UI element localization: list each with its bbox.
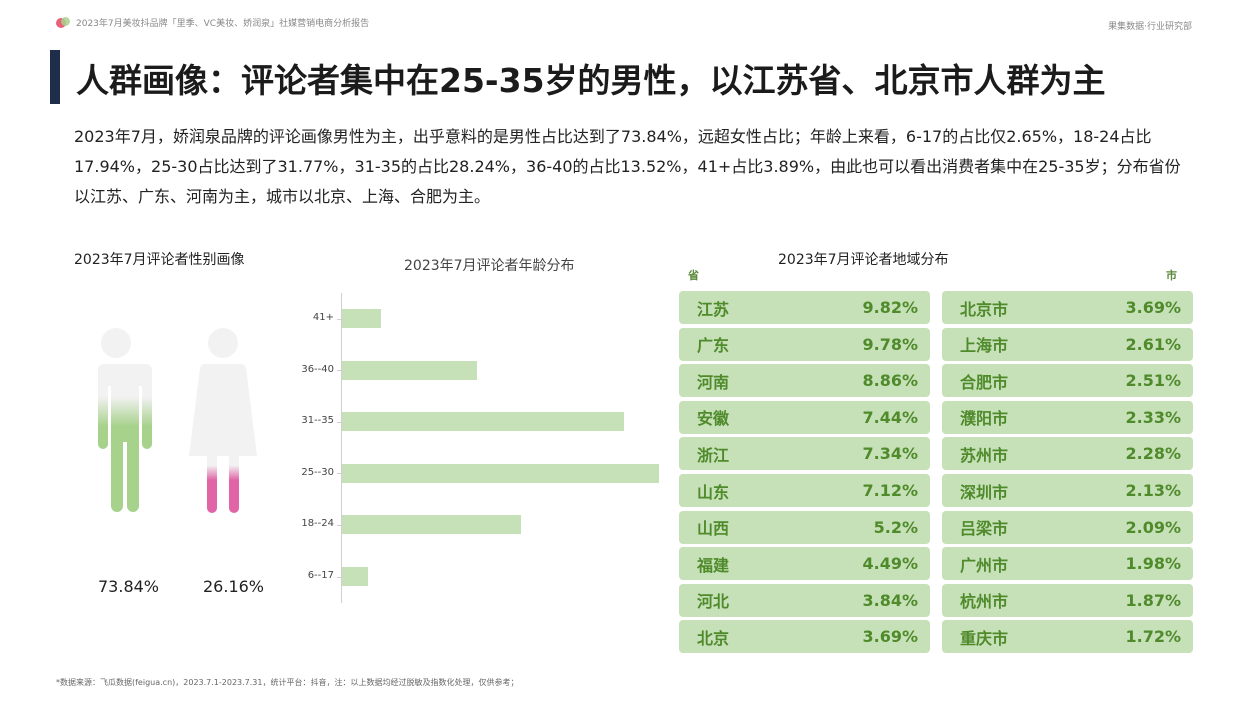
female-figure-icon [189,328,257,513]
city-value: 3.69% [1125,298,1181,317]
province-card: 北京 3.69% [679,620,930,654]
age-chart-title: 2023年7月评论者年龄分布 [404,258,575,274]
title-accent-bar [50,50,60,104]
province-value: 7.44% [862,407,918,427]
age-bar [342,515,521,535]
province-name: 江苏 [697,299,730,319]
city-card: 深圳市 2.13% [942,474,1193,507]
city-card: 苏州市 2.28% [942,437,1193,471]
province-value: 5.2% [873,517,918,537]
province-value: 3.69% [862,627,918,647]
province-name: 山西 [697,519,730,539]
city-value: 1.98% [1125,554,1181,574]
region-section-title: 2023年7月评论者地域分布 [778,252,949,268]
city-name: 苏州市 [960,445,1009,465]
province-card: 山西 5.2% [679,510,930,544]
province-card: 福建 4.49% [679,547,930,581]
age-tick-mark [337,318,342,320]
city-value: 2.09% [1125,517,1181,537]
province-name: 安徽 [697,409,730,429]
city-name: 北京市 [960,299,1009,319]
city-card: 北京市 3.69% [942,291,1193,324]
age-bar [342,412,624,432]
province-name: 河北 [697,592,730,612]
city-name: 上海市 [960,336,1009,356]
logo-icon [56,16,70,29]
female-percentage: 26.16% [203,577,265,596]
city-value: 1.72% [1125,627,1181,647]
city-column-header: 市 [1166,269,1177,282]
brand-label: 果集数据·行业研究部 [1108,22,1192,32]
age-tick-label: 18--24 [301,518,334,530]
city-name: 合肥市 [960,372,1009,392]
province-card: 江苏 9.82% [679,291,930,324]
province-card: 浙江 7.34% [679,437,930,471]
age-tick-mark [337,370,342,372]
summary-paragraph: 2023年7月，娇润泉品牌的评论画像男性为主，出乎意料的是男性占比达到了73.8… [74,127,1181,206]
city-value: 1.87% [1125,590,1181,610]
city-name: 深圳市 [960,482,1009,502]
age-bar [342,360,477,380]
city-card: 杭州市 1.87% [942,583,1193,617]
city-name: 重庆市 [960,628,1009,648]
city-card: 濮阳市 2.33% [942,400,1193,434]
province-value: 4.49% [862,554,918,574]
report-header: 2023年7月美妆抖品牌「里季、VC美妆、娇润泉」社媒营销电商分析报告 [56,16,369,29]
city-name: 濮阳市 [960,409,1009,429]
city-value: 2.61% [1125,334,1181,354]
province-column-header: 省 [688,269,699,282]
province-card: 山东 7.12% [679,474,930,507]
province-value: 9.78% [862,334,918,354]
city-card: 合肥市 2.51% [942,364,1193,398]
city-value: 2.33% [1125,407,1181,427]
age-bar [342,567,369,586]
province-value: 3.84% [862,590,918,610]
province-name: 河南 [697,372,730,392]
age-tick-label: 41+ [312,312,334,323]
report-title: 2023年7月美妆抖品牌「里季、VC美妆、娇润泉」社媒营销电商分析报告 [76,19,370,29]
province-card: 广东 9.78% [679,327,930,361]
province-name: 福建 [697,555,730,575]
province-name: 北京 [697,628,730,648]
city-value: 2.51% [1125,371,1181,391]
age-bar [342,309,381,328]
age-tick-label: 36--40 [301,363,334,375]
footnote: *数据来源：飞瓜数据(feigua.cn)，2023.7.1-2023.7.31… [56,678,519,687]
age-tick-label: 6--17 [307,570,334,581]
province-value: 7.34% [862,444,918,464]
province-name: 山东 [697,482,730,502]
province-value: 8.86% [862,371,918,391]
age-tick-mark [337,421,342,423]
province-name: 广东 [697,336,730,356]
age-chart-axis [341,293,342,603]
age-tick-mark [337,473,342,475]
page-title: 人群画像：评论者集中在25-35岁的男性，以江苏省、北京市人群为主 [76,61,1106,100]
city-name: 吕梁市 [960,519,1009,539]
age-tick-label: 31--35 [301,415,334,427]
age-tick-mark [337,524,342,526]
city-value: 2.13% [1125,481,1181,500]
male-figure-icon [86,328,152,512]
age-tick-mark [337,576,342,578]
province-card: 河南 8.86% [679,364,930,398]
city-value: 2.28% [1125,444,1181,464]
province-card: 安徽 7.44% [679,400,930,434]
male-percentage: 73.84% [98,577,160,596]
city-card: 上海市 2.61% [942,327,1193,361]
city-card: 吕梁市 2.09% [942,510,1193,544]
city-card: 广州市 1.98% [942,547,1193,581]
age-bar [342,463,659,483]
province-card: 河北 3.84% [679,583,930,617]
gender-section-title: 2023年7月评论者性别画像 [74,252,245,268]
province-name: 浙江 [697,445,730,465]
city-name: 广州市 [960,555,1009,575]
province-value: 9.82% [862,298,918,317]
city-name: 杭州市 [960,592,1009,612]
province-value: 7.12% [862,481,918,500]
city-card: 重庆市 1.72% [942,620,1193,654]
age-tick-label: 25--30 [301,466,334,478]
